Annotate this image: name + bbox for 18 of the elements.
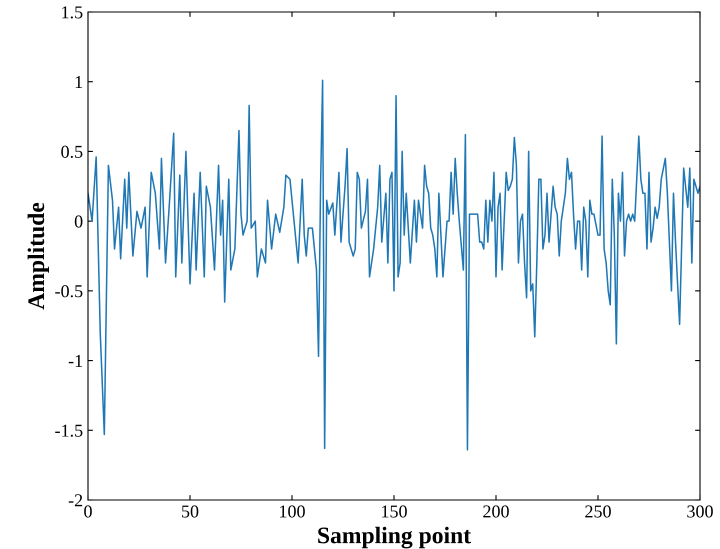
x-tick-label: 200 <box>483 505 509 518</box>
y-tick-label: 1.5 <box>62 6 82 19</box>
x-tick-label: 0 <box>84 505 92 518</box>
y-tick-label: -1.5 <box>55 424 82 437</box>
y-tick-label: 1 <box>76 76 82 88</box>
x-tick-label: 250 <box>585 505 611 518</box>
x-tick-label: 100 <box>280 505 305 518</box>
line-series <box>88 80 700 451</box>
y-tick-label: -0.5 <box>55 285 82 298</box>
x-tick-label: 50 <box>182 505 198 518</box>
y-axis-title: Amplitude <box>28 202 49 310</box>
y-tick-label: -2 <box>68 494 82 506</box>
y-tick-label: 0.5 <box>61 146 82 158</box>
x-tick-label: 150 <box>382 505 407 518</box>
y-tick-label: -1 <box>68 354 82 367</box>
y-tick-label: 0 <box>74 215 82 228</box>
x-axis-title: Sampling point <box>318 526 471 548</box>
x-tick-label: 300 <box>687 505 713 518</box>
